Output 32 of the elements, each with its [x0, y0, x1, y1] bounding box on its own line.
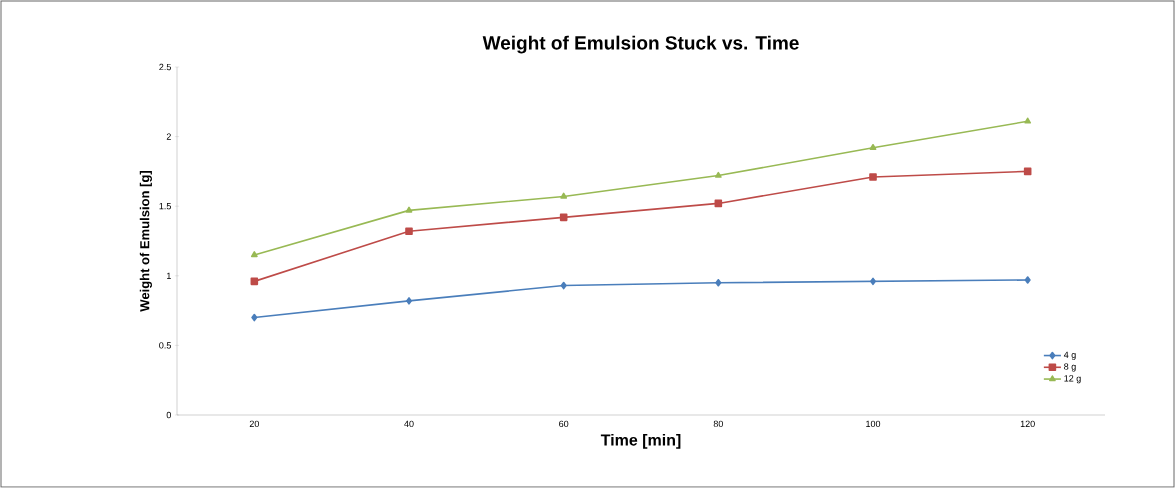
y-axis-title: Weight of Emulsion [g]: [139, 171, 152, 312]
point: [1024, 117, 1032, 124]
x-tick-label: 20: [249, 420, 259, 428]
point: [869, 277, 877, 286]
y-tick-label: 2: [166, 133, 171, 140]
y-tick-label: 0: [166, 411, 171, 419]
legend-label: 8 g: [1064, 363, 1076, 372]
point: [405, 297, 413, 305]
point: [715, 278, 722, 287]
legend-label: 4 g: [1063, 351, 1076, 360]
x-axis-title: Time [min]: [600, 433, 681, 449]
point: [1024, 276, 1031, 284]
point: [714, 171, 722, 178]
y-tick-label: 1: [167, 272, 171, 279]
legend-label: 12 g: [1064, 375, 1081, 384]
point: [405, 227, 413, 236]
point: [405, 206, 413, 213]
y-tick-label: 2.5: [159, 63, 171, 71]
x-tick-label: 40: [404, 420, 414, 428]
point: [560, 281, 567, 290]
point: [250, 251, 258, 258]
x-tick-label: 120: [1020, 420, 1035, 428]
y-tick-label: 1.5: [159, 203, 171, 210]
x-tick-label: 80: [713, 420, 723, 428]
point: [869, 173, 877, 181]
point: [251, 313, 258, 322]
x-tick-label: 100: [866, 420, 881, 428]
x-tick-label: 60: [559, 420, 569, 428]
chart-title: Weight of Emulsion Stuck vs. Time: [482, 35, 799, 54]
point: [869, 143, 877, 151]
y-tick-label: 0.5: [159, 342, 171, 349]
point: [560, 192, 568, 199]
